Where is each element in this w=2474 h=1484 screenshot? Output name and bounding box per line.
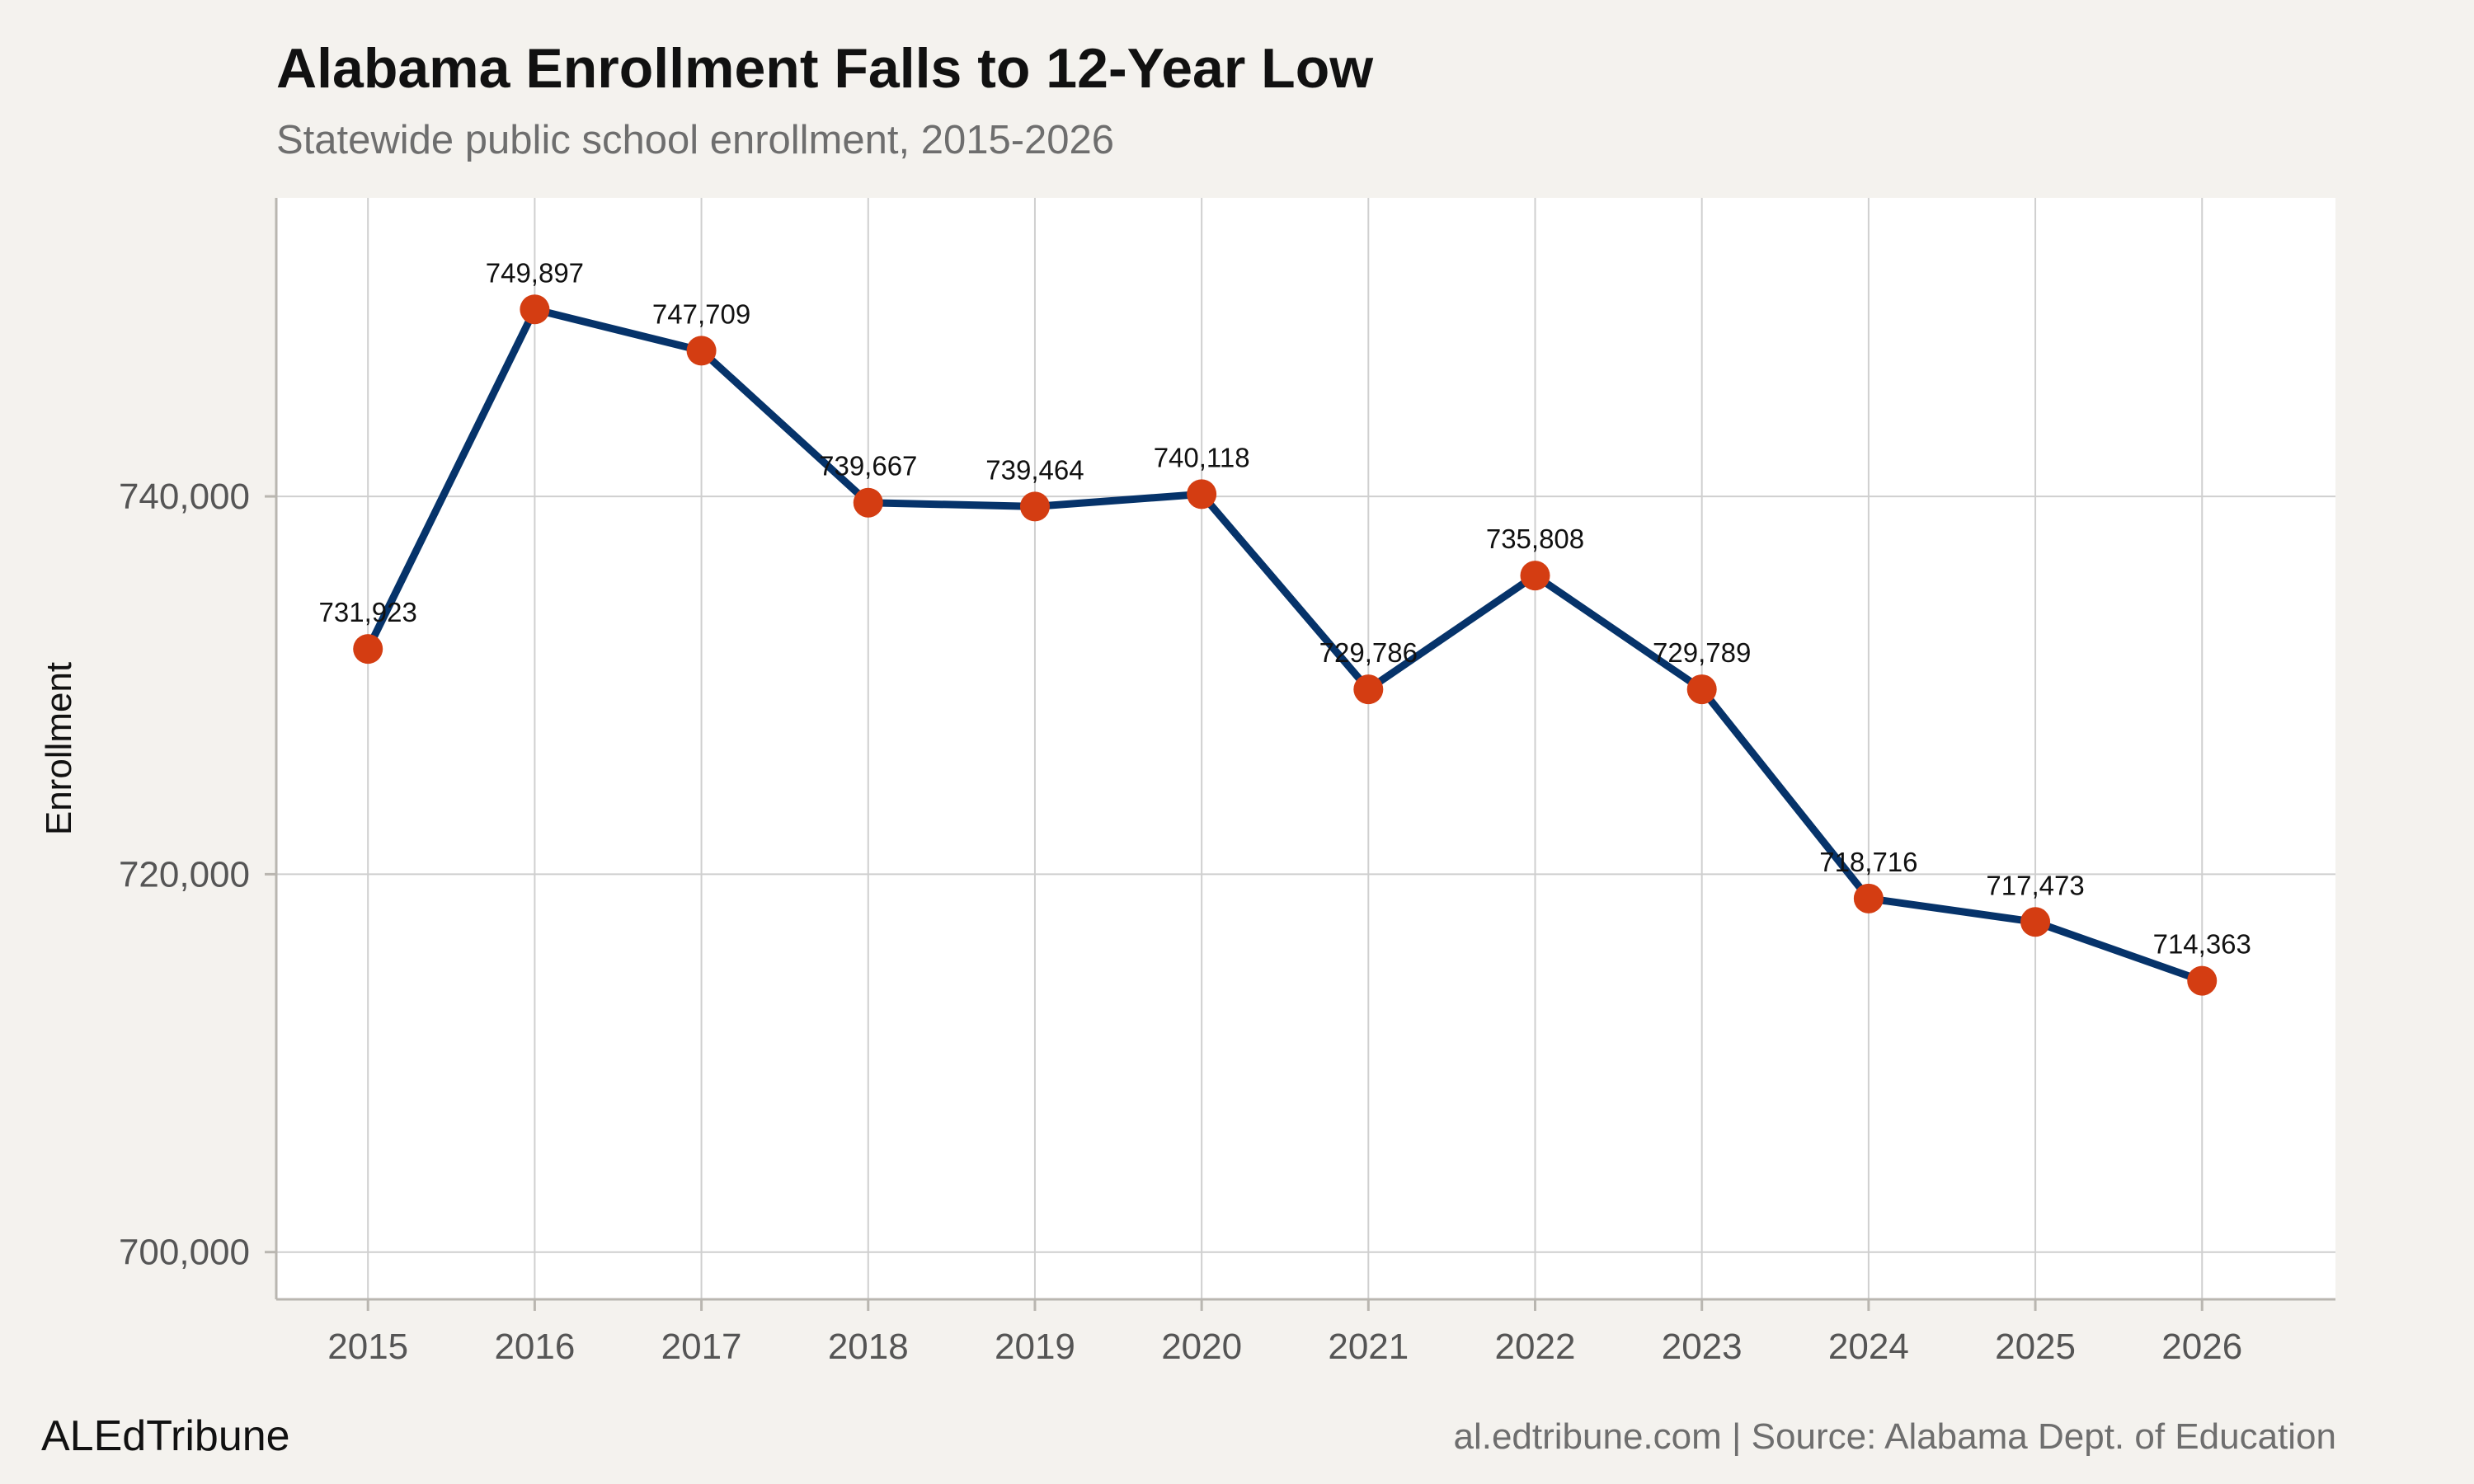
x-tick-label: 2017 <box>661 1327 742 1367</box>
brand-logo-text: ALEdTribune <box>41 1412 290 1460</box>
data-label: 749,897 <box>486 257 584 288</box>
data-point <box>353 634 383 665</box>
data-label: 718,716 <box>1819 847 1917 877</box>
data-label: 729,789 <box>1653 637 1751 668</box>
x-tick-label: 2022 <box>1495 1327 1576 1367</box>
data-points <box>353 294 2218 996</box>
chart-title: Alabama Enrollment Falls to 12-Year Low <box>276 37 1374 100</box>
gridlines <box>276 198 2335 1299</box>
data-point <box>2020 907 2051 937</box>
data-point <box>1853 883 1884 913</box>
data-point <box>1520 561 1550 591</box>
x-tick-label: 2015 <box>327 1327 408 1367</box>
data-point <box>853 487 883 518</box>
series-line <box>364 305 2206 985</box>
data-label: 739,464 <box>985 454 1084 485</box>
data-label: 731,923 <box>319 597 417 627</box>
y-axis-label: Enrollment <box>39 662 79 835</box>
x-tick-label: 2023 <box>1662 1327 1743 1367</box>
data-point <box>520 294 550 325</box>
x-tick-label: 2021 <box>1328 1327 1409 1367</box>
x-tick-label: 2024 <box>1828 1327 1909 1367</box>
data-point <box>1686 674 1717 705</box>
x-tick-label: 2019 <box>995 1327 1075 1367</box>
axis-tick-labels: 2015 2016 2017 2018 2019 2020 2021 2022 2023 2024… <box>119 477 2242 1367</box>
chart-subtitle: Statewide public school enrollment, 2015… <box>276 118 1115 162</box>
y-tick-label: 720,000 <box>119 854 250 895</box>
source-note: al.edtribune.com | Source: Alabama Dept.… <box>1453 1416 2336 1457</box>
plot-panel <box>276 198 2335 1299</box>
data-point <box>1187 479 1217 510</box>
data-label: 714,363 <box>2153 929 2251 960</box>
x-tick-label: 2020 <box>1161 1327 1242 1367</box>
x-tick-label: 2018 <box>828 1327 909 1367</box>
y-tick-label: 740,000 <box>119 477 250 517</box>
data-label: 747,709 <box>652 298 750 329</box>
data-label: 735,808 <box>1486 524 1584 554</box>
data-point <box>1353 674 1384 705</box>
data-point <box>686 336 717 366</box>
data-labels: 731,923 749,897 747,709 739,667 739,464 740,1… <box>319 257 2251 959</box>
x-tick-label: 2025 <box>1995 1327 2076 1367</box>
data-label: 729,786 <box>1319 637 1418 668</box>
data-point <box>2187 965 2218 996</box>
data-label: 740,118 <box>1154 442 1250 472</box>
data-point <box>1019 491 1050 522</box>
data-label: 739,667 <box>819 451 917 481</box>
data-label: 717,473 <box>1986 870 2084 900</box>
x-tick-label: 2026 <box>2161 1327 2242 1367</box>
y-tick-label: 700,000 <box>119 1233 250 1273</box>
x-tick-label: 2016 <box>494 1327 575 1367</box>
